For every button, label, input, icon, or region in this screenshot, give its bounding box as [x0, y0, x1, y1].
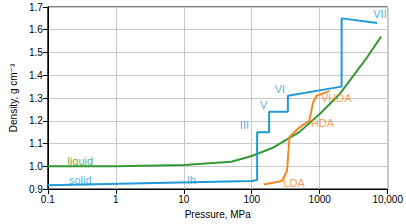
svg-text:VI: VI	[275, 83, 285, 95]
svg-text:10: 10	[178, 194, 190, 205]
svg-text:10,000: 10,000	[372, 194, 403, 205]
svg-text:1: 1	[113, 194, 119, 205]
svg-text:LDA: LDA	[283, 177, 305, 189]
svg-text:Ih: Ih	[187, 174, 196, 186]
svg-text:1.2: 1.2	[29, 115, 43, 126]
svg-text:1000: 1000	[309, 194, 332, 205]
svg-text:0.1: 0.1	[41, 194, 55, 205]
svg-text:HDA: HDA	[311, 117, 335, 129]
svg-text:1.7: 1.7	[29, 2, 43, 13]
svg-text:V: V	[260, 99, 268, 111]
svg-text:liquid: liquid	[67, 155, 93, 167]
svg-text:III: III	[240, 119, 249, 131]
svg-text:1.1: 1.1	[29, 138, 43, 149]
svg-text:solid: solid	[69, 174, 92, 186]
svg-text:1.3: 1.3	[29, 93, 43, 104]
svg-text:1.5: 1.5	[29, 47, 43, 58]
svg-text:100: 100	[243, 194, 260, 205]
svg-text:VHDA: VHDA	[321, 92, 352, 104]
svg-text:Pressure, MPa: Pressure, MPa	[185, 209, 252, 220]
svg-text:0.9: 0.9	[28, 183, 43, 195]
svg-text:1.0: 1.0	[29, 161, 43, 172]
svg-text:1.4: 1.4	[29, 70, 43, 81]
svg-text:Density, g cm⁻³: Density, g cm⁻³	[8, 63, 19, 132]
svg-text:VII: VII	[373, 8, 386, 20]
svg-text:1.6: 1.6	[29, 24, 43, 35]
